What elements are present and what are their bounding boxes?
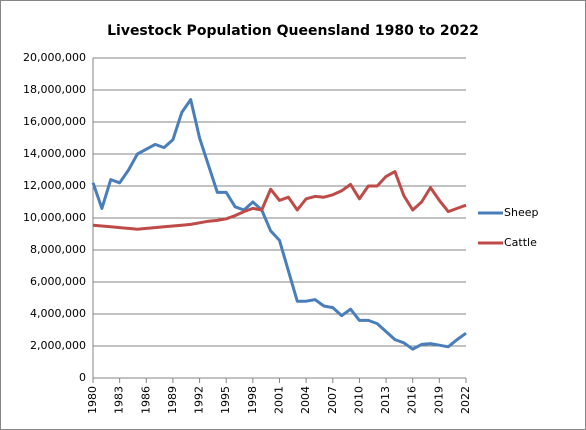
legend-label: Cattle: [504, 236, 537, 249]
x-tick-label: 1989: [166, 386, 179, 414]
x-tick-label: 2007: [326, 386, 339, 414]
y-tick-label: 6,000,000: [30, 275, 86, 288]
y-tick-label: 14,000,000: [23, 147, 86, 160]
y-tick-label: 10,000,000: [23, 211, 86, 224]
x-tick-label: 2022: [459, 386, 472, 414]
y-tick-label: 8,000,000: [30, 243, 86, 256]
y-tick-label: 4,000,000: [30, 307, 86, 320]
line-series: [92, 170, 467, 231]
x-tick-label: 2019: [432, 386, 445, 414]
x-tick-label: 1992: [193, 386, 206, 414]
legend-label: Sheep: [504, 206, 538, 219]
x-tick-label: 1986: [139, 386, 152, 414]
x-tick-label: 2001: [273, 386, 286, 414]
y-tick-label: 16,000,000: [23, 115, 86, 128]
y-tick-label: 20,000,000: [23, 51, 86, 64]
x-tick-label: 1998: [246, 386, 259, 414]
x-tick-label: 1980: [86, 386, 99, 414]
x-tick-label: 2013: [379, 386, 392, 414]
x-tick-label: 1995: [219, 386, 232, 414]
line-series: [91, 98, 467, 351]
x-tick-label: 2004: [299, 386, 312, 414]
x-tick-label: 2016: [406, 386, 419, 414]
y-tick-label: 18,000,000: [23, 83, 86, 96]
y-tick-label: 2,000,000: [30, 339, 86, 352]
chart-title: Livestock Population Queensland 1980 to …: [107, 23, 479, 39]
y-tick-label: 12,000,000: [23, 179, 86, 192]
x-tick-label: 2010: [352, 386, 365, 414]
x-tick-label: 1983: [113, 386, 126, 414]
y-tick-label: 0: [79, 371, 86, 384]
